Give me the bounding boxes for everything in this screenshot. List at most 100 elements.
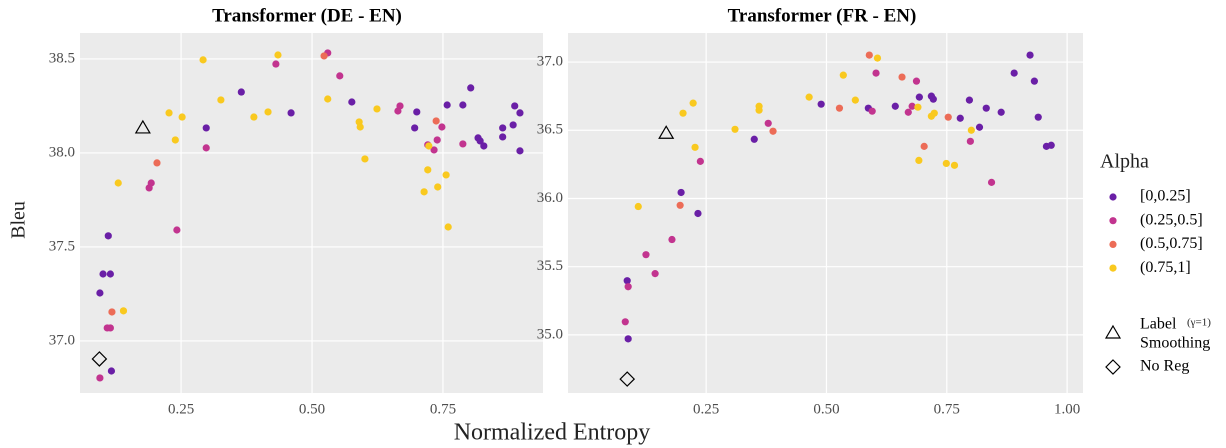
point [336, 72, 344, 80]
point [444, 223, 452, 231]
diamond-marker [619, 371, 636, 387]
point [696, 157, 704, 165]
point [1030, 77, 1038, 85]
point [891, 102, 899, 110]
y-tick-label: 38.5 [49, 50, 75, 66]
point [868, 107, 876, 115]
point [898, 73, 906, 81]
legend-swatch [1109, 240, 1117, 248]
point [987, 178, 996, 186]
x-tick-label: 0.50 [299, 401, 325, 417]
point [817, 100, 825, 108]
x-tick-label: 0.75 [934, 401, 960, 417]
point [975, 123, 984, 131]
point [107, 367, 116, 375]
point [106, 270, 114, 278]
point [908, 102, 916, 110]
point [851, 96, 859, 104]
point [872, 69, 880, 77]
point [499, 133, 507, 141]
point [676, 201, 684, 209]
point [904, 108, 912, 116]
point [165, 109, 173, 117]
point [147, 179, 155, 187]
point [202, 144, 210, 152]
point [356, 123, 364, 131]
legend-label: No Reg [1140, 358, 1189, 375]
point [942, 159, 950, 168]
point [430, 146, 438, 154]
point [930, 109, 938, 117]
x-tick-label: 0.25 [693, 401, 719, 417]
chart-title: Transformer (FR - EN) [728, 5, 917, 26]
point [1034, 113, 1042, 121]
legend-swatch [1109, 217, 1117, 225]
point [694, 209, 702, 218]
point [96, 289, 104, 297]
point [623, 277, 631, 285]
point [108, 308, 116, 316]
point [272, 60, 280, 68]
legend-swatch [1109, 193, 1117, 201]
y-tick-label: 35.5 [537, 258, 563, 274]
point [731, 125, 739, 133]
point [476, 137, 484, 145]
point [839, 71, 847, 79]
point [425, 142, 433, 150]
y-tick-label: 36.0 [537, 190, 563, 206]
point [805, 93, 813, 101]
legend-label: (γ=1) [1187, 317, 1211, 329]
triangle-marker [658, 125, 675, 139]
point [274, 51, 282, 59]
point [459, 140, 467, 148]
point [119, 307, 128, 315]
legend-label: (0.25,0.5] [1140, 211, 1203, 228]
y-axis-label: Bleu [8, 201, 30, 239]
point [153, 159, 161, 167]
point [691, 143, 699, 151]
point [459, 101, 467, 109]
y-tick-label: 36.5 [537, 122, 563, 138]
x-axis-label: Normalized Entropy [454, 420, 651, 446]
point [173, 226, 181, 234]
point [651, 270, 659, 278]
point [199, 56, 207, 64]
point [516, 109, 524, 117]
y-tick-label: 37.0 [537, 53, 563, 69]
point [769, 127, 777, 135]
point [202, 124, 210, 132]
point [237, 88, 245, 96]
point [396, 102, 404, 110]
y-tick-label: 38.0 [49, 144, 75, 160]
point [956, 114, 964, 122]
point [432, 117, 440, 125]
point [914, 103, 922, 111]
chart-title: Transformer (DE - EN) [212, 5, 402, 26]
point [915, 156, 923, 165]
point [967, 126, 975, 134]
point [424, 166, 432, 174]
legend-swatch [1104, 324, 1122, 339]
point [997, 108, 1005, 116]
diamond-marker [91, 351, 108, 367]
point [171, 136, 179, 144]
point [411, 124, 419, 132]
point [438, 123, 446, 131]
x-tick-label: 1.00 [1054, 401, 1080, 417]
point [114, 179, 122, 187]
triangle-marker [134, 119, 151, 134]
point [750, 135, 758, 143]
point [624, 283, 632, 291]
point [217, 96, 225, 104]
point [965, 96, 974, 104]
point [755, 106, 763, 114]
legend-swatch [1105, 359, 1121, 375]
point [642, 251, 650, 259]
point [966, 137, 974, 145]
x-tick-label: 0.25 [168, 401, 194, 417]
point [99, 270, 107, 278]
x-tick-label: 0.75 [430, 401, 456, 417]
legend-title: Alpha [1100, 151, 1149, 173]
point [433, 136, 441, 144]
point [480, 142, 488, 150]
